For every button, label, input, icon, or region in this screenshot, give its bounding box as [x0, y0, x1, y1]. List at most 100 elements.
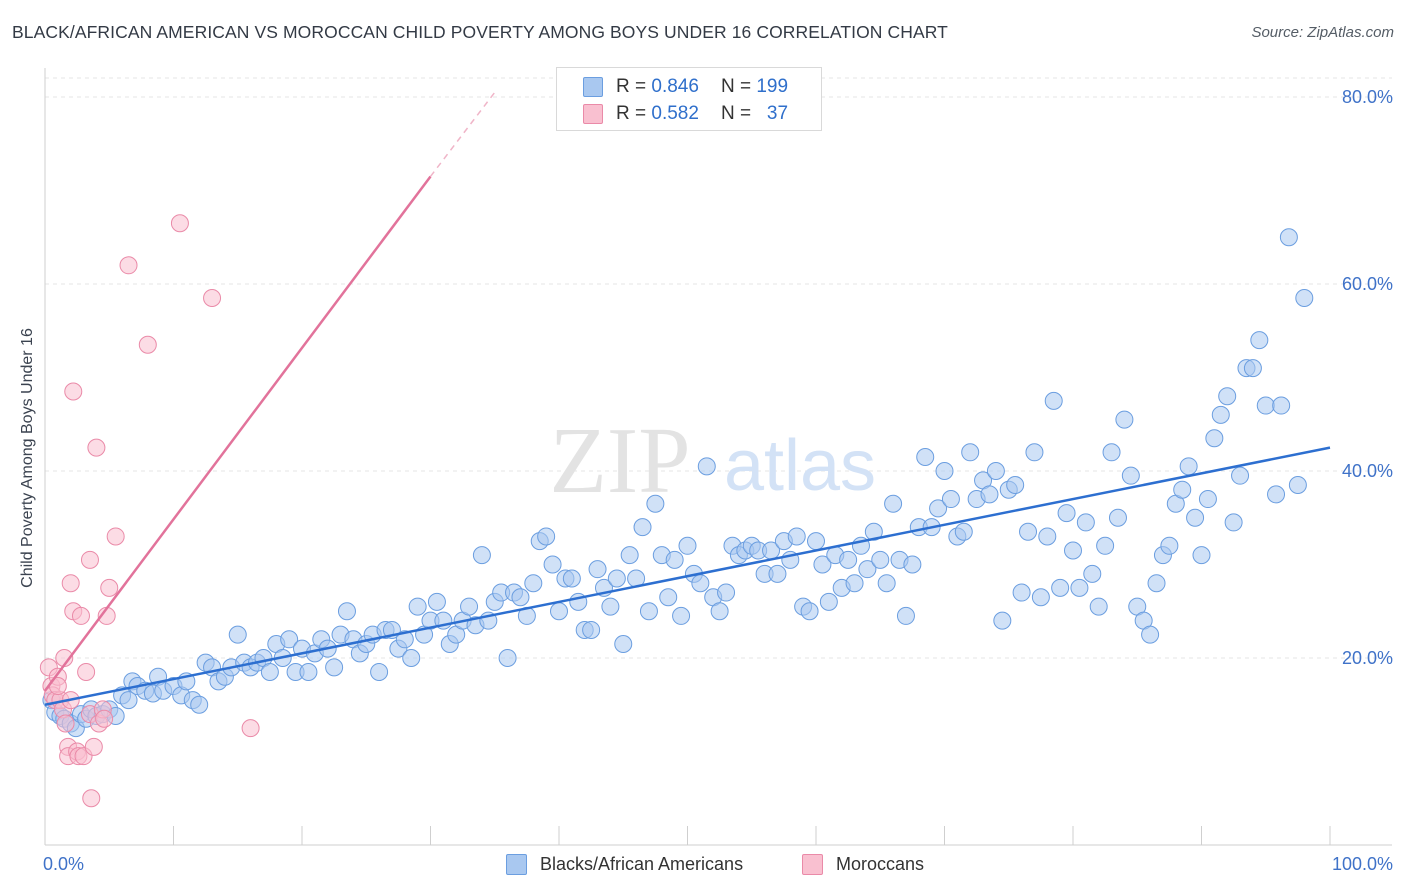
scatter-point — [1295, 289, 1314, 308]
scatter-point — [395, 630, 414, 649]
scatter-point — [1025, 443, 1044, 462]
scatter-point — [787, 527, 806, 546]
scatter-point — [1038, 527, 1057, 546]
scatter-point — [1121, 466, 1140, 485]
scatter-point — [460, 597, 479, 616]
legend-item-moroccans[interactable]: Moroccans — [802, 852, 924, 876]
scatter-point — [941, 490, 960, 509]
scatter-point — [511, 588, 530, 607]
scatter-point — [896, 606, 915, 625]
scatter-point — [884, 494, 903, 513]
scatter-point — [916, 447, 935, 466]
scatter-point — [697, 457, 716, 476]
r-value-moroccans: 0.582 — [651, 103, 699, 124]
scatter-point — [61, 574, 80, 593]
scatter-point — [1044, 391, 1063, 410]
scatter-point — [543, 555, 562, 574]
scatter-point — [106, 527, 125, 546]
watermark: ZIP atlas — [550, 409, 877, 513]
scatter-point — [325, 658, 344, 677]
scatter-point — [1173, 480, 1192, 499]
scatter-point — [1102, 443, 1121, 462]
scatter-point — [1243, 359, 1262, 378]
y-tick-label: 40.0% — [1342, 461, 1393, 481]
scatter-point — [845, 574, 864, 593]
stats-legend: R = 0.846 N = 199 R = 0.582 N = 37 — [556, 67, 822, 131]
legend-swatch-blacks — [583, 77, 603, 97]
trend-line-blacks — [44, 446, 1331, 706]
scatter-point — [1224, 513, 1243, 532]
scatter-point — [241, 719, 260, 738]
scatter-point — [1076, 513, 1095, 532]
scatter-point — [299, 663, 318, 682]
scatter-point — [1256, 396, 1275, 415]
scatter-point — [524, 574, 543, 593]
scatter-point — [1267, 485, 1286, 504]
scatter-point — [260, 663, 279, 682]
y-tick-label: 20.0% — [1342, 648, 1393, 668]
y-tick-label: 60.0% — [1342, 274, 1393, 294]
trend-lines — [43, 91, 1331, 706]
scatter-point — [620, 546, 639, 565]
scatter-point — [1279, 228, 1298, 247]
watermark-atlas: atlas — [724, 426, 876, 506]
scatter-point — [980, 485, 999, 504]
scatter-point — [190, 695, 209, 714]
scatter-point — [717, 583, 736, 602]
scatter-point — [993, 611, 1012, 630]
n-value-moroccans: 37 — [766, 103, 789, 124]
legend-swatch-moroccans — [583, 104, 603, 124]
scatter-point — [402, 649, 421, 667]
scatter-point — [639, 602, 658, 621]
x-tick-label: 0.0% — [43, 854, 84, 874]
scatter-point — [588, 560, 607, 579]
scatter-point — [1031, 588, 1050, 607]
scatter-point — [1141, 625, 1160, 644]
scatter-point — [1006, 476, 1025, 495]
x-tick-label: 100.0% — [1332, 854, 1393, 874]
scatter-point — [672, 606, 691, 625]
scatter-point — [1089, 597, 1108, 616]
chart-source: Source: ZipAtlas.com — [1251, 24, 1394, 41]
scatter-point — [819, 592, 838, 611]
scatter-point — [1272, 396, 1291, 415]
scatter-point — [337, 602, 356, 621]
n-label: N = — [720, 76, 752, 97]
scatter-point — [954, 522, 973, 541]
moroccan-points — [39, 214, 260, 808]
scatter-point — [710, 602, 729, 621]
scatter-point — [1115, 410, 1134, 429]
scatter-point — [1064, 541, 1082, 560]
scatter-point — [203, 289, 222, 308]
legend-item-blacks[interactable]: Blacks/African Americans — [506, 852, 743, 876]
scatter-point — [56, 714, 75, 733]
scatter-point — [1250, 331, 1269, 350]
scatter-point — [119, 691, 138, 710]
scatter-point — [550, 602, 568, 621]
scatter-point — [82, 789, 101, 808]
legend-row-blacks: R = 0.846 N = 199 — [583, 76, 788, 98]
scatter-point — [64, 382, 83, 401]
scatter-point — [1288, 476, 1307, 495]
scatter-point — [813, 555, 832, 574]
trend-line-moroccans-extension — [429, 91, 496, 177]
scatter-point — [1160, 536, 1179, 555]
scatter-point — [84, 737, 103, 756]
tick-labels: 20.0% 40.0% 60.0% 80.0% 0.0% 100.0% — [43, 87, 1393, 874]
scatter-point — [1192, 546, 1211, 565]
scatter-point — [472, 546, 491, 565]
chart-title: BLACK/AFRICAN AMERICAN VS MOROCCAN CHILD… — [12, 22, 948, 42]
legend-swatch-blacks — [506, 853, 527, 875]
scatter-point — [1218, 387, 1237, 406]
scatter-point — [170, 214, 189, 233]
scatter-point — [1012, 583, 1031, 602]
scatter-point — [1057, 504, 1076, 523]
scatter-point — [1108, 508, 1127, 527]
scatter-point — [678, 536, 697, 555]
scatter-point — [877, 574, 896, 593]
legend-row-moroccans: R = 0.582 N = 37 — [583, 103, 788, 125]
watermark-zip: ZIP — [550, 409, 691, 513]
scatter-point — [800, 602, 819, 621]
scatter-point — [646, 494, 665, 513]
